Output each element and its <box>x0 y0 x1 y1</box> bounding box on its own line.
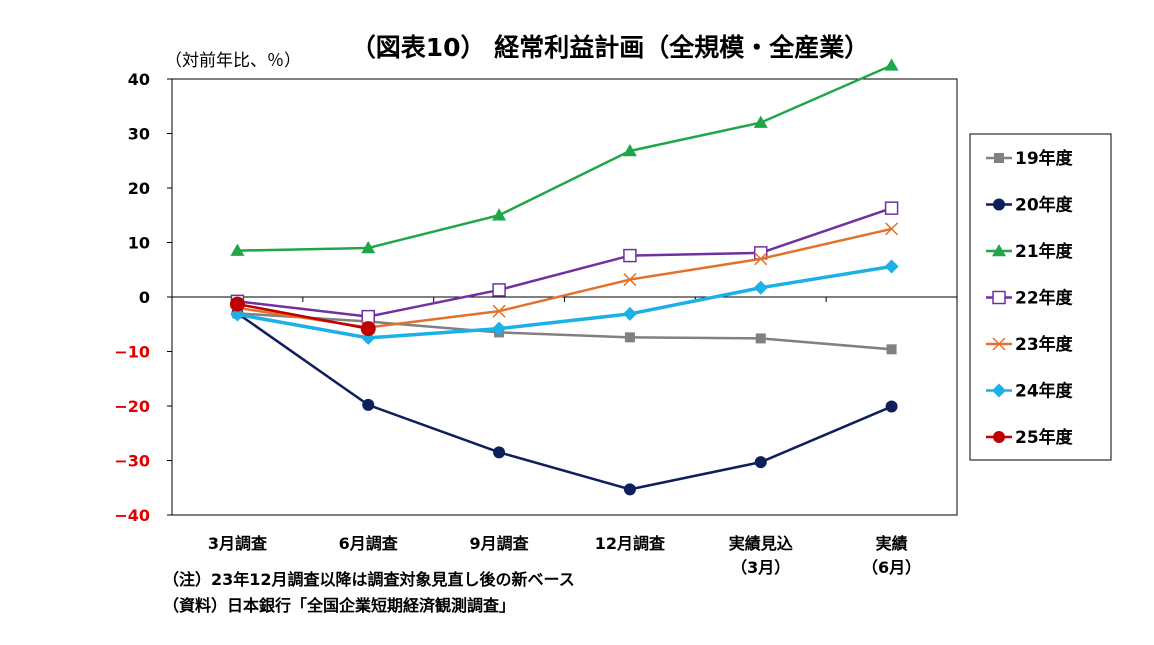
y-tick-label: 30 <box>128 125 150 144</box>
data-point <box>623 248 637 263</box>
data-point <box>754 252 768 266</box>
data-point <box>884 259 899 274</box>
y-tick-label: −10 <box>114 343 150 362</box>
data-point <box>886 344 897 355</box>
data-point <box>624 332 635 343</box>
y-tick-label: −20 <box>114 397 150 416</box>
data-point <box>493 446 506 459</box>
data-point <box>885 222 899 236</box>
chart-title: （図表10） 経常利益計画（全規模・全産業） <box>351 33 870 62</box>
series-line <box>237 264 892 340</box>
legend-swatch-marker <box>992 244 1006 257</box>
data-point <box>361 309 375 324</box>
legend-item: 19年度 <box>986 148 1074 169</box>
data-point <box>622 306 637 321</box>
series-6 <box>229 296 376 337</box>
data-point <box>492 208 507 221</box>
legend-label: 25年度 <box>1015 427 1074 448</box>
series-layer <box>229 58 899 496</box>
y-axis-unit-label: （対前年比、％） <box>165 51 301 71</box>
x-tick-label: 実績 <box>876 534 908 553</box>
x-tick-label: 実績見込 <box>729 534 793 553</box>
y-tick-label: 10 <box>128 234 150 253</box>
legend-item: 21年度 <box>986 241 1074 262</box>
legend-label: 21年度 <box>1015 241 1074 262</box>
legend-items: 19年度 20年度 21年度 22年度 23年度 24年度 25年度 <box>986 148 1074 448</box>
data-point <box>492 304 506 318</box>
data-point <box>753 115 768 128</box>
legend-swatch-marker <box>992 337 1006 351</box>
data-point <box>754 456 767 469</box>
data-point <box>885 400 898 413</box>
data-point <box>623 483 636 496</box>
x-tick-label: 6月調査 <box>339 534 398 553</box>
data-point <box>884 58 899 71</box>
data-point <box>753 280 768 295</box>
data-point <box>755 333 766 344</box>
data-point <box>230 307 245 322</box>
x-axis: 3月調査 6月調査 9月調査 12月調査 実績見込 （3月） 実績 （6月） <box>171 297 958 577</box>
data-point <box>492 321 507 336</box>
legend-swatch-marker <box>992 290 1006 305</box>
data-point <box>230 243 245 256</box>
legend-item: 23年度 <box>986 334 1074 355</box>
data-point <box>229 296 245 312</box>
x-tick-label: 12月調査 <box>595 534 665 553</box>
data-point <box>623 273 637 287</box>
y-tick-label: −30 <box>114 452 150 471</box>
x-tick-sublabel: （6月） <box>862 558 921 577</box>
legend-item: 25年度 <box>986 427 1074 448</box>
data-point <box>360 321 376 337</box>
legend-label: 22年度 <box>1015 288 1074 309</box>
legend-label: 24年度 <box>1015 381 1074 402</box>
x-tick-sublabel: （3月） <box>731 558 790 577</box>
note-source: （資料）日本銀行「全国企業短期経済観測調査」 <box>163 596 515 615</box>
y-tick-label: 40 <box>128 70 150 89</box>
data-point <box>492 283 506 297</box>
data-point <box>622 143 637 157</box>
legend-swatch-marker <box>992 383 1006 398</box>
series-line <box>237 64 893 252</box>
legend-swatch-marker <box>994 153 1004 163</box>
series-line <box>237 206 892 318</box>
legend-label: 23年度 <box>1015 334 1074 355</box>
legend-item: 20年度 <box>986 195 1074 216</box>
note-chu: （注）23年12月調査以降は調査対象見直し後の新ベース <box>163 570 575 589</box>
legend-label: 20年度 <box>1015 195 1074 216</box>
x-tick-label: 9月調査 <box>470 534 529 553</box>
y-tick-label: 0 <box>139 288 150 307</box>
legend-swatch-marker <box>993 431 1005 443</box>
legend-item: 22年度 <box>986 288 1074 309</box>
legend-swatch-marker <box>993 198 1005 211</box>
y-tick-label: −40 <box>114 506 150 525</box>
y-tick-label: 20 <box>128 179 150 198</box>
series-3 <box>230 201 899 324</box>
series-line <box>237 302 369 330</box>
series-line <box>237 312 892 351</box>
series-2 <box>230 58 899 256</box>
data-point <box>362 398 375 411</box>
series-line <box>236 312 893 491</box>
y-axis: 40 30 20 10 0 −10 −20 −30 −40 <box>114 70 172 525</box>
x-tick-label: 3月調査 <box>208 534 267 553</box>
legend-label: 19年度 <box>1015 148 1074 169</box>
data-point <box>884 201 899 215</box>
legend-item: 24年度 <box>986 381 1074 402</box>
data-point <box>361 240 376 254</box>
